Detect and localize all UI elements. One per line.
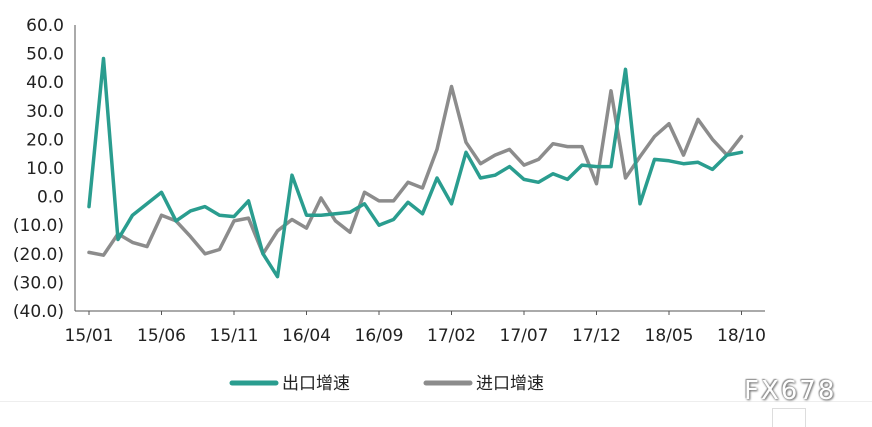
x-tick-label: 16/04 xyxy=(282,326,331,346)
y-tick-label: (40.0) xyxy=(13,302,64,322)
y-tick-label: (20.0) xyxy=(13,245,64,265)
x-axis-labels: 15/01 15/06 15/11 16/04 16/09 17/02 17/07 17/12… xyxy=(65,311,766,346)
y-tick-label: 30.0 xyxy=(26,102,64,122)
corner-box xyxy=(772,408,806,427)
x-tick-label: 17/02 xyxy=(427,326,476,346)
y-axis-labels: 60.0 50.0 40.0 30.0 20.0 10.0 0.0 (10.0) (20.0) (… xyxy=(13,16,64,322)
series-line-imports xyxy=(87,84,744,257)
x-tick-label: 18/05 xyxy=(645,326,694,346)
watermark: FX678 xyxy=(744,376,837,406)
y-tick-label: (10.0) xyxy=(13,216,64,236)
y-tick-label: 40.0 xyxy=(26,73,64,93)
x-tick-label: 15/06 xyxy=(137,326,186,346)
x-tick-label: 17/12 xyxy=(572,326,621,346)
y-tick-label: 20.0 xyxy=(26,130,64,150)
x-tick-label: 16/09 xyxy=(355,326,404,346)
y-tick-label: 50.0 xyxy=(26,45,64,65)
legend-label-exports: 出口增速 xyxy=(282,374,350,394)
divider-line xyxy=(0,401,872,402)
series-line-exports xyxy=(87,56,744,279)
y-tick-label: (30.0) xyxy=(13,273,64,293)
x-tick-label: 15/01 xyxy=(65,326,114,346)
y-tick-label: 0.0 xyxy=(37,188,64,208)
legend: 出口增速 进口增速 xyxy=(229,374,544,394)
x-tick-label: 15/11 xyxy=(210,326,259,346)
chart-axes xyxy=(74,25,765,312)
x-tick-label: 18/10 xyxy=(717,326,766,346)
y-tick-label: 10.0 xyxy=(26,159,64,179)
x-tick-label: 17/07 xyxy=(500,326,549,346)
legend-label-imports: 进口增速 xyxy=(476,374,544,394)
series-lines xyxy=(87,56,744,279)
y-tick-label: 60.0 xyxy=(26,16,64,36)
